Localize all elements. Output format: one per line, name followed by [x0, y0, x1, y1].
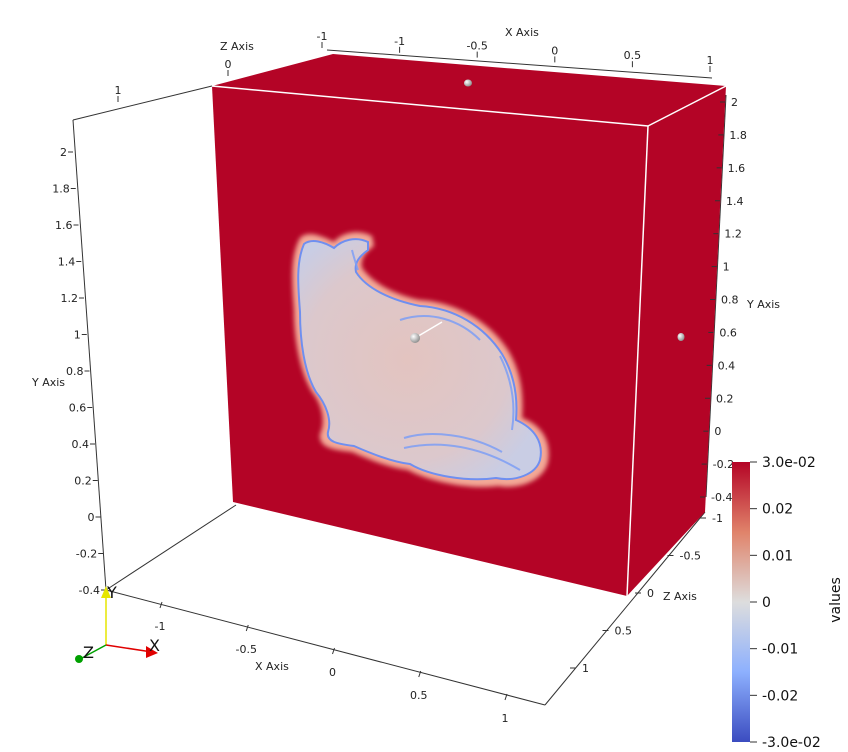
- top-x-tick-label: -1: [394, 35, 405, 48]
- bottom-x-tick-label: 0.5: [410, 689, 428, 702]
- scalar-colorbar[interactable]: 3.0e-02 0.02 0.01 0 -0.01 -0.02 -3.0e-02 value…: [732, 455, 844, 751]
- left-y-tick-label: -0.4: [79, 584, 100, 597]
- left-y-tick-label: 2: [60, 146, 67, 159]
- left-y-axis-title: Y Axis: [31, 376, 65, 389]
- slice-edges: [211, 85, 727, 597]
- right-y-tick-label: 1.8: [729, 129, 747, 142]
- colorbar-tick-label: 0.02: [762, 502, 793, 518]
- right-y-tick-label: -0.2: [713, 458, 734, 471]
- top-x-axis-title: X Axis: [505, 26, 539, 39]
- top-x-tick-label: -1: [317, 30, 328, 43]
- orientation-x-label: X: [149, 636, 160, 655]
- left-y-tick-label: 0.8: [66, 365, 84, 378]
- top-x-tick-label: 0: [551, 44, 558, 57]
- center-sphere-handle[interactable]: [410, 333, 420, 343]
- colorbar-gradient: [732, 462, 750, 742]
- colorbar-title: values: [828, 577, 844, 623]
- orientation-x-line: [105, 644, 153, 653]
- top-sphere-handle[interactable]: [464, 79, 472, 87]
- left-y-tick-label: 1.6: [55, 219, 73, 232]
- right-y-tick-label: -0.4: [711, 491, 732, 504]
- right-y-tick-label: 0.2: [716, 392, 734, 405]
- slice-top-face: [212, 54, 726, 126]
- orientation-z-line: [81, 644, 107, 659]
- left-y-tick-label: 1.2: [61, 292, 79, 305]
- orientation-y-label: Y: [106, 583, 117, 602]
- left-y-tick-label: 0.2: [74, 475, 92, 488]
- left-y-tick-label: 1.4: [58, 256, 76, 269]
- right-y-tick-label: 1.2: [724, 228, 742, 241]
- right-z-tick-label: 0: [647, 587, 654, 600]
- left-y-tick-label: 0.6: [69, 402, 87, 415]
- orientation-x-head-arrow: [146, 646, 158, 658]
- side-sphere-handle[interactable]: [677, 333, 685, 341]
- top-z-tick-label: 1: [115, 84, 122, 97]
- right-y-tick-label: 1.6: [728, 162, 746, 175]
- colorbar-tick-label: 0: [762, 595, 771, 611]
- orientation-axes-widget: Y X Z: [75, 583, 160, 663]
- right-y-tick-label: 0.6: [719, 326, 737, 339]
- top-x-tick-label: -0.5: [466, 40, 487, 53]
- widget-handles[interactable]: [410, 79, 685, 344]
- right-y-axis-title: Y Axis: [746, 298, 780, 311]
- top-z-axis-title: Z Axis: [220, 40, 254, 53]
- slice-side-face: [627, 86, 726, 596]
- left-y-tick-label: 0: [88, 511, 95, 524]
- top-z-tick-label: 0: [225, 58, 232, 71]
- top-x-tick-label: 1: [707, 54, 714, 67]
- right-y-tick-label: 0.4: [718, 359, 736, 372]
- bottom-x-tick-mark: [159, 601, 163, 609]
- bottom-x-tick-label: 1: [502, 712, 509, 725]
- right-z-tick-label: 1: [582, 662, 589, 675]
- right-y-tick-label: 1.4: [726, 195, 744, 208]
- top-x-tick-label: 0.5: [624, 49, 642, 62]
- colorbar-tick-label: -0.02: [762, 688, 798, 704]
- orientation-z-head-arrow: [75, 655, 83, 663]
- axis-ticks: 2 1.8 1.6 1.4 1.2 1 0.8 0.6 0.4 0.2 0 -0.2 -0.4 2 1.8 1…: [52, 30, 747, 725]
- bottom-x-tick-mark: [332, 647, 335, 655]
- orientation-z-label: Z: [83, 643, 94, 662]
- left-y-tick-label: 1: [74, 329, 81, 342]
- left-y-tick-label: -0.2: [76, 548, 97, 561]
- bottom-x-tick-mark: [245, 624, 249, 632]
- right-y-tick-label: 0.8: [721, 294, 739, 307]
- cat-contour: [292, 232, 549, 488]
- left-y-tick-label: 0.4: [72, 438, 90, 451]
- colorbar-tick-label: -3.0e-02: [762, 735, 821, 748]
- bottom-x-tick-mark: [418, 670, 422, 678]
- right-z-tick-label: -1: [712, 512, 723, 525]
- right-z-axis-title: Z Axis: [663, 590, 697, 603]
- bottom-x-tick-label: -0.5: [236, 643, 257, 656]
- bottom-x-tick-label: 0: [329, 666, 336, 679]
- colorbar-tick-label: -0.01: [762, 642, 798, 658]
- right-y-tick-label: 0: [714, 425, 721, 438]
- colorbar-tick-label: 3.0e-02: [762, 455, 816, 471]
- right-z-tick-label: -0.5: [680, 550, 701, 563]
- right-z-tick-label: 0.5: [615, 625, 633, 638]
- cube-axes: [72, 49, 727, 706]
- left-y-tick-label: 1.8: [52, 183, 70, 196]
- orientation-y-head-arrow: [101, 586, 111, 598]
- right-y-tick-label: 1: [723, 261, 730, 274]
- colorbar-tick-label: 0.01: [762, 548, 793, 564]
- bottom-x-axis-title: X Axis: [255, 660, 289, 673]
- right-y-tick-label: 2: [731, 96, 738, 109]
- bottom-x-tick-mark: [504, 693, 508, 701]
- bottom-x-tick-label: -1: [155, 620, 166, 633]
